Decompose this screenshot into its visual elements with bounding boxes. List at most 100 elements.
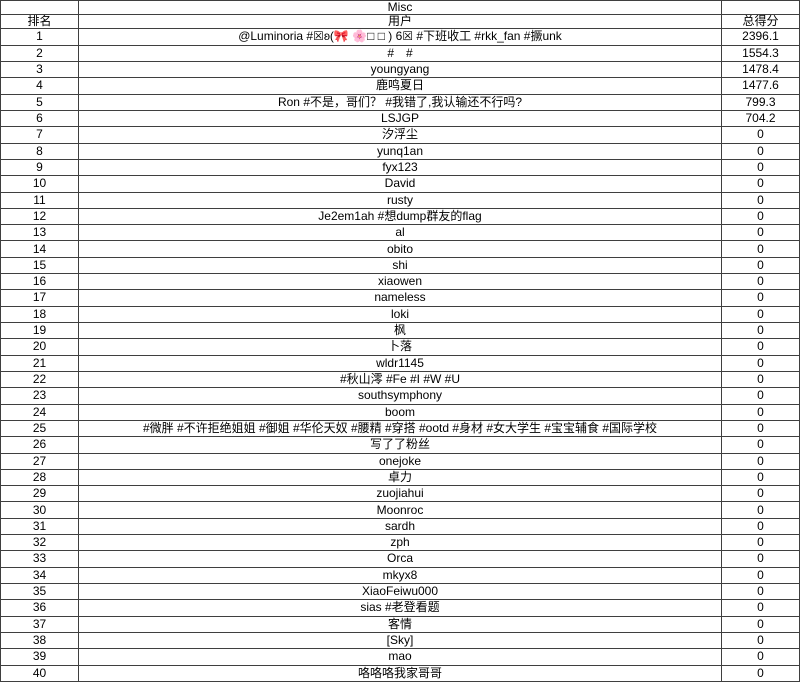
rank-cell: 5 xyxy=(0,93,79,111)
rank-cell: 25 xyxy=(0,419,79,438)
user-cell: Orca xyxy=(78,550,722,568)
table-row: 38 [Sky] 0 xyxy=(0,631,800,650)
rank-cell: 15 xyxy=(0,256,79,275)
rank-cell: 13 xyxy=(0,224,79,242)
user-cell: yunq1an xyxy=(78,142,722,160)
table-row: 23 southsymphony 0 xyxy=(0,387,800,405)
score-cell: 0 xyxy=(721,207,800,226)
table-row: 25 #微胖 #不许拒绝姐姐 #御姐 #华伦天奴 #腰精 #穿搭 #ootd #身… xyxy=(0,419,800,438)
user-cell: sias #老登看题 xyxy=(78,599,722,617)
table-row: 12 Je2em1ah #想dump群友的flag 0 xyxy=(0,207,800,226)
score-cell: 0 xyxy=(721,240,800,258)
rank-cell: 3 xyxy=(0,60,79,79)
user-cell: loki xyxy=(78,305,722,324)
score-cell: 2396.1 xyxy=(721,28,800,46)
table-row: 35 XiaoFeiwu000 0 xyxy=(0,582,800,601)
user-cell: rusty xyxy=(78,191,722,209)
rank-cell: 18 xyxy=(0,305,79,324)
score-cell: 799.3 xyxy=(721,93,800,111)
rank-cell: 38 xyxy=(0,631,79,650)
table-row: 11 rusty 0 xyxy=(0,191,800,209)
user-cell: obito xyxy=(78,240,722,258)
user-cell: 卓力 xyxy=(78,468,722,487)
user-cell: wldr1145 xyxy=(78,354,722,372)
score-cell: 0 xyxy=(721,631,800,650)
leaderboard-body: 1 @Luminoria #☒ʚ(🎀 🌸□ □ ) 6☒ #下班收工 #rkk_f… xyxy=(0,28,800,682)
user-cell: 写了了粉丝 xyxy=(78,436,722,454)
rank-cell: 23 xyxy=(0,387,79,405)
table-row: 7 汐浮尘 0 xyxy=(0,126,800,144)
table-row: 15 shi 0 xyxy=(0,256,800,275)
user-cell: xiaowen xyxy=(78,273,722,291)
table-row: 21 wldr1145 0 xyxy=(0,354,800,372)
user-cell: youngyang xyxy=(78,60,722,79)
table-row: 2 # #1554.3 xyxy=(0,44,800,63)
score-cell: 0 xyxy=(721,354,800,372)
table-row: 30 Moonroc 0 xyxy=(0,501,800,519)
rank-cell: 10 xyxy=(0,175,79,193)
table-row: 36 sias #老登看题 0 xyxy=(0,599,800,617)
user-cell: sardh xyxy=(78,517,722,536)
table-row: 4 鹿鸣夏日 1477.6 xyxy=(0,77,800,95)
rank-cell: 8 xyxy=(0,142,79,160)
rank-cell: 11 xyxy=(0,191,79,209)
user-cell: LSJGP xyxy=(78,109,722,128)
rank-cell: 16 xyxy=(0,273,79,291)
rank-cell: 37 xyxy=(0,615,79,633)
table-row: 40 咯咯咯我家哥哥 0 xyxy=(0,664,800,682)
user-cell: boom xyxy=(78,403,722,421)
table-row: 13 al 0 xyxy=(0,224,800,242)
user-cell: 汐浮尘 xyxy=(78,126,722,144)
score-cell: 0 xyxy=(721,158,800,177)
score-cell: 0 xyxy=(721,321,800,340)
score-cell: 0 xyxy=(721,126,800,144)
user-cell: # # xyxy=(78,44,722,63)
score-cell: 0 xyxy=(721,615,800,633)
user-cell: #微胖 #不许拒绝姐姐 #御姐 #华伦天奴 #腰精 #穿搭 #ootd #身材 … xyxy=(78,419,722,438)
user-cell: 卜落 xyxy=(78,338,722,356)
table-row: 27 onejoke 0 xyxy=(0,452,800,470)
user-cell: @Luminoria #☒ʚ(🎀 🌸□ □ ) 6☒ #下班收工 #rkk_fa… xyxy=(78,28,722,46)
score-cell: 0 xyxy=(721,403,800,421)
score-cell: 0 xyxy=(721,387,800,405)
table-row: 16 xiaowen 0 xyxy=(0,273,800,291)
table-row: 18 loki 0 xyxy=(0,305,800,324)
group-header-spacer-right xyxy=(721,0,800,16)
rank-cell: 20 xyxy=(0,338,79,356)
score-cell: 0 xyxy=(721,289,800,307)
score-cell: 0 xyxy=(721,338,800,356)
score-cell: 0 xyxy=(721,273,800,291)
user-cell: [Sky] xyxy=(78,631,722,650)
table-row: 5 Ron #不是，哥们？ #我错了,我认输还不行吗? 799.3 xyxy=(0,93,800,111)
table-row: 22 #秋山澪 #Fe #I #W #U 0 xyxy=(0,370,800,389)
score-cell: 1478.4 xyxy=(721,60,800,79)
score-cell: 0 xyxy=(721,452,800,470)
table-row: 39 mao 0 xyxy=(0,648,800,666)
user-cell: #秋山澪 #Fe #I #W #U xyxy=(78,370,722,389)
column-header-score: 总得分 xyxy=(721,14,800,30)
score-cell: 0 xyxy=(721,648,800,666)
score-cell: 0 xyxy=(721,517,800,536)
score-cell: 0 xyxy=(721,566,800,585)
rank-cell: 26 xyxy=(0,436,79,454)
user-cell: mkyx8 xyxy=(78,566,722,585)
user-cell: fyx123 xyxy=(78,158,722,177)
rank-cell: 17 xyxy=(0,289,79,307)
rank-cell: 32 xyxy=(0,534,79,552)
score-cell: 0 xyxy=(721,224,800,242)
score-cell: 0 xyxy=(721,419,800,438)
score-cell: 0 xyxy=(721,534,800,552)
rank-cell: 14 xyxy=(0,240,79,258)
score-cell: 0 xyxy=(721,485,800,503)
column-header-user: 用户 xyxy=(78,14,722,30)
rank-cell: 9 xyxy=(0,158,79,177)
user-cell: Moonroc xyxy=(78,501,722,519)
rank-cell: 4 xyxy=(0,77,79,95)
table-row: 9 fyx123 0 xyxy=(0,158,800,177)
table-row: 1 @Luminoria #☒ʚ(🎀 🌸□ □ ) 6☒ #下班收工 #rkk_f… xyxy=(0,28,800,46)
user-cell: nameless xyxy=(78,289,722,307)
table-row: 33 Orca 0 xyxy=(0,550,800,568)
rank-cell: 2 xyxy=(0,44,79,63)
table-row: 10 David 0 xyxy=(0,175,800,193)
